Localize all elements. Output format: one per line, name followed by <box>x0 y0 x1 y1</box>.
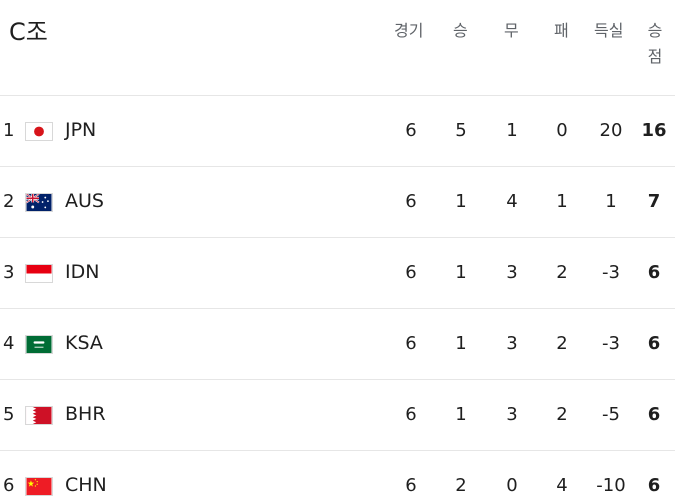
points-value: 6 <box>647 404 661 425</box>
rank: 5 <box>3 404 15 425</box>
won-value: 2 <box>455 475 467 496</box>
won-value: 1 <box>455 262 467 283</box>
won-value: 1 <box>455 404 467 425</box>
goal-diff-value: -10 <box>596 475 626 496</box>
row-divider <box>0 450 675 451</box>
table-row[interactable]: 4 KSA 6 1 3 2 -3 6 <box>0 309 675 380</box>
group-title: C조 <box>9 18 48 46</box>
team-name[interactable]: KSA <box>65 332 103 354</box>
bahrain-flag-icon <box>25 406 53 425</box>
team-name[interactable]: BHR <box>65 403 106 425</box>
lost-value: 2 <box>556 333 568 354</box>
lost-value: 2 <box>556 262 568 283</box>
table-row[interactable]: 6 CHN 6 2 0 4 -10 6 <box>0 451 675 503</box>
points-value: 6 <box>647 262 661 283</box>
points-value: 7 <box>647 191 661 212</box>
saudi-arabia-flag-icon <box>25 335 53 354</box>
table-row[interactable]: 1 JPN 6 5 1 0 20 16 <box>0 96 675 167</box>
lost-value: 4 <box>556 475 568 496</box>
won-value: 1 <box>455 333 467 354</box>
played-value: 6 <box>405 120 417 141</box>
header-divider <box>0 95 675 96</box>
header-goal-diff: 득실 <box>594 21 624 40</box>
goal-diff-value: -5 <box>602 404 620 425</box>
row-divider <box>0 308 675 309</box>
rank: 3 <box>3 262 15 283</box>
goal-diff-value: 20 <box>599 120 623 141</box>
played-value: 6 <box>405 333 417 354</box>
header-won: 승 <box>453 21 468 40</box>
china-flag-icon <box>25 477 53 496</box>
played-value: 6 <box>405 404 417 425</box>
australia-flag-icon <box>25 193 53 212</box>
table-row[interactable]: 5 BHR 6 1 3 2 -5 6 <box>0 380 675 451</box>
goal-diff-value: -3 <box>602 333 620 354</box>
header-drawn: 무 <box>504 21 519 40</box>
row-divider <box>0 379 675 380</box>
points-value: 6 <box>647 475 661 496</box>
lost-value: 2 <box>556 404 568 425</box>
won-value: 5 <box>455 120 467 141</box>
team-name[interactable]: CHN <box>65 474 107 496</box>
lost-value: 0 <box>556 120 568 141</box>
rank: 2 <box>3 191 15 212</box>
goal-diff-value: -3 <box>602 262 620 283</box>
drawn-value: 1 <box>506 120 518 141</box>
drawn-value: 3 <box>506 262 518 283</box>
points-value: 6 <box>647 333 661 354</box>
header-lost: 패 <box>554 21 569 40</box>
table-row[interactable]: 2 AUS 6 1 4 1 1 7 <box>0 167 675 238</box>
team-name[interactable]: AUS <box>65 190 104 212</box>
won-value: 1 <box>455 191 467 212</box>
table-row[interactable]: 3 IDN 6 1 3 2 -3 6 <box>0 238 675 309</box>
played-value: 6 <box>405 475 417 496</box>
played-value: 6 <box>405 191 417 212</box>
lost-value: 1 <box>556 191 568 212</box>
header-points: 승점 <box>647 21 663 66</box>
rank: 4 <box>3 333 15 354</box>
team-name[interactable]: IDN <box>65 261 100 283</box>
row-divider <box>0 237 675 238</box>
points-value: 16 <box>641 120 667 141</box>
header-played: 경기 <box>394 21 424 40</box>
indonesia-flag-icon <box>25 264 53 283</box>
played-value: 6 <box>405 262 417 283</box>
team-name[interactable]: JPN <box>65 119 97 141</box>
goal-diff-value: 1 <box>605 191 617 212</box>
rank: 6 <box>3 475 15 496</box>
rank: 1 <box>3 120 15 141</box>
drawn-value: 4 <box>506 191 518 212</box>
drawn-value: 3 <box>506 404 518 425</box>
drawn-value: 0 <box>506 475 518 496</box>
drawn-value: 3 <box>506 333 518 354</box>
japan-flag-icon <box>25 122 53 141</box>
row-divider <box>0 166 675 167</box>
